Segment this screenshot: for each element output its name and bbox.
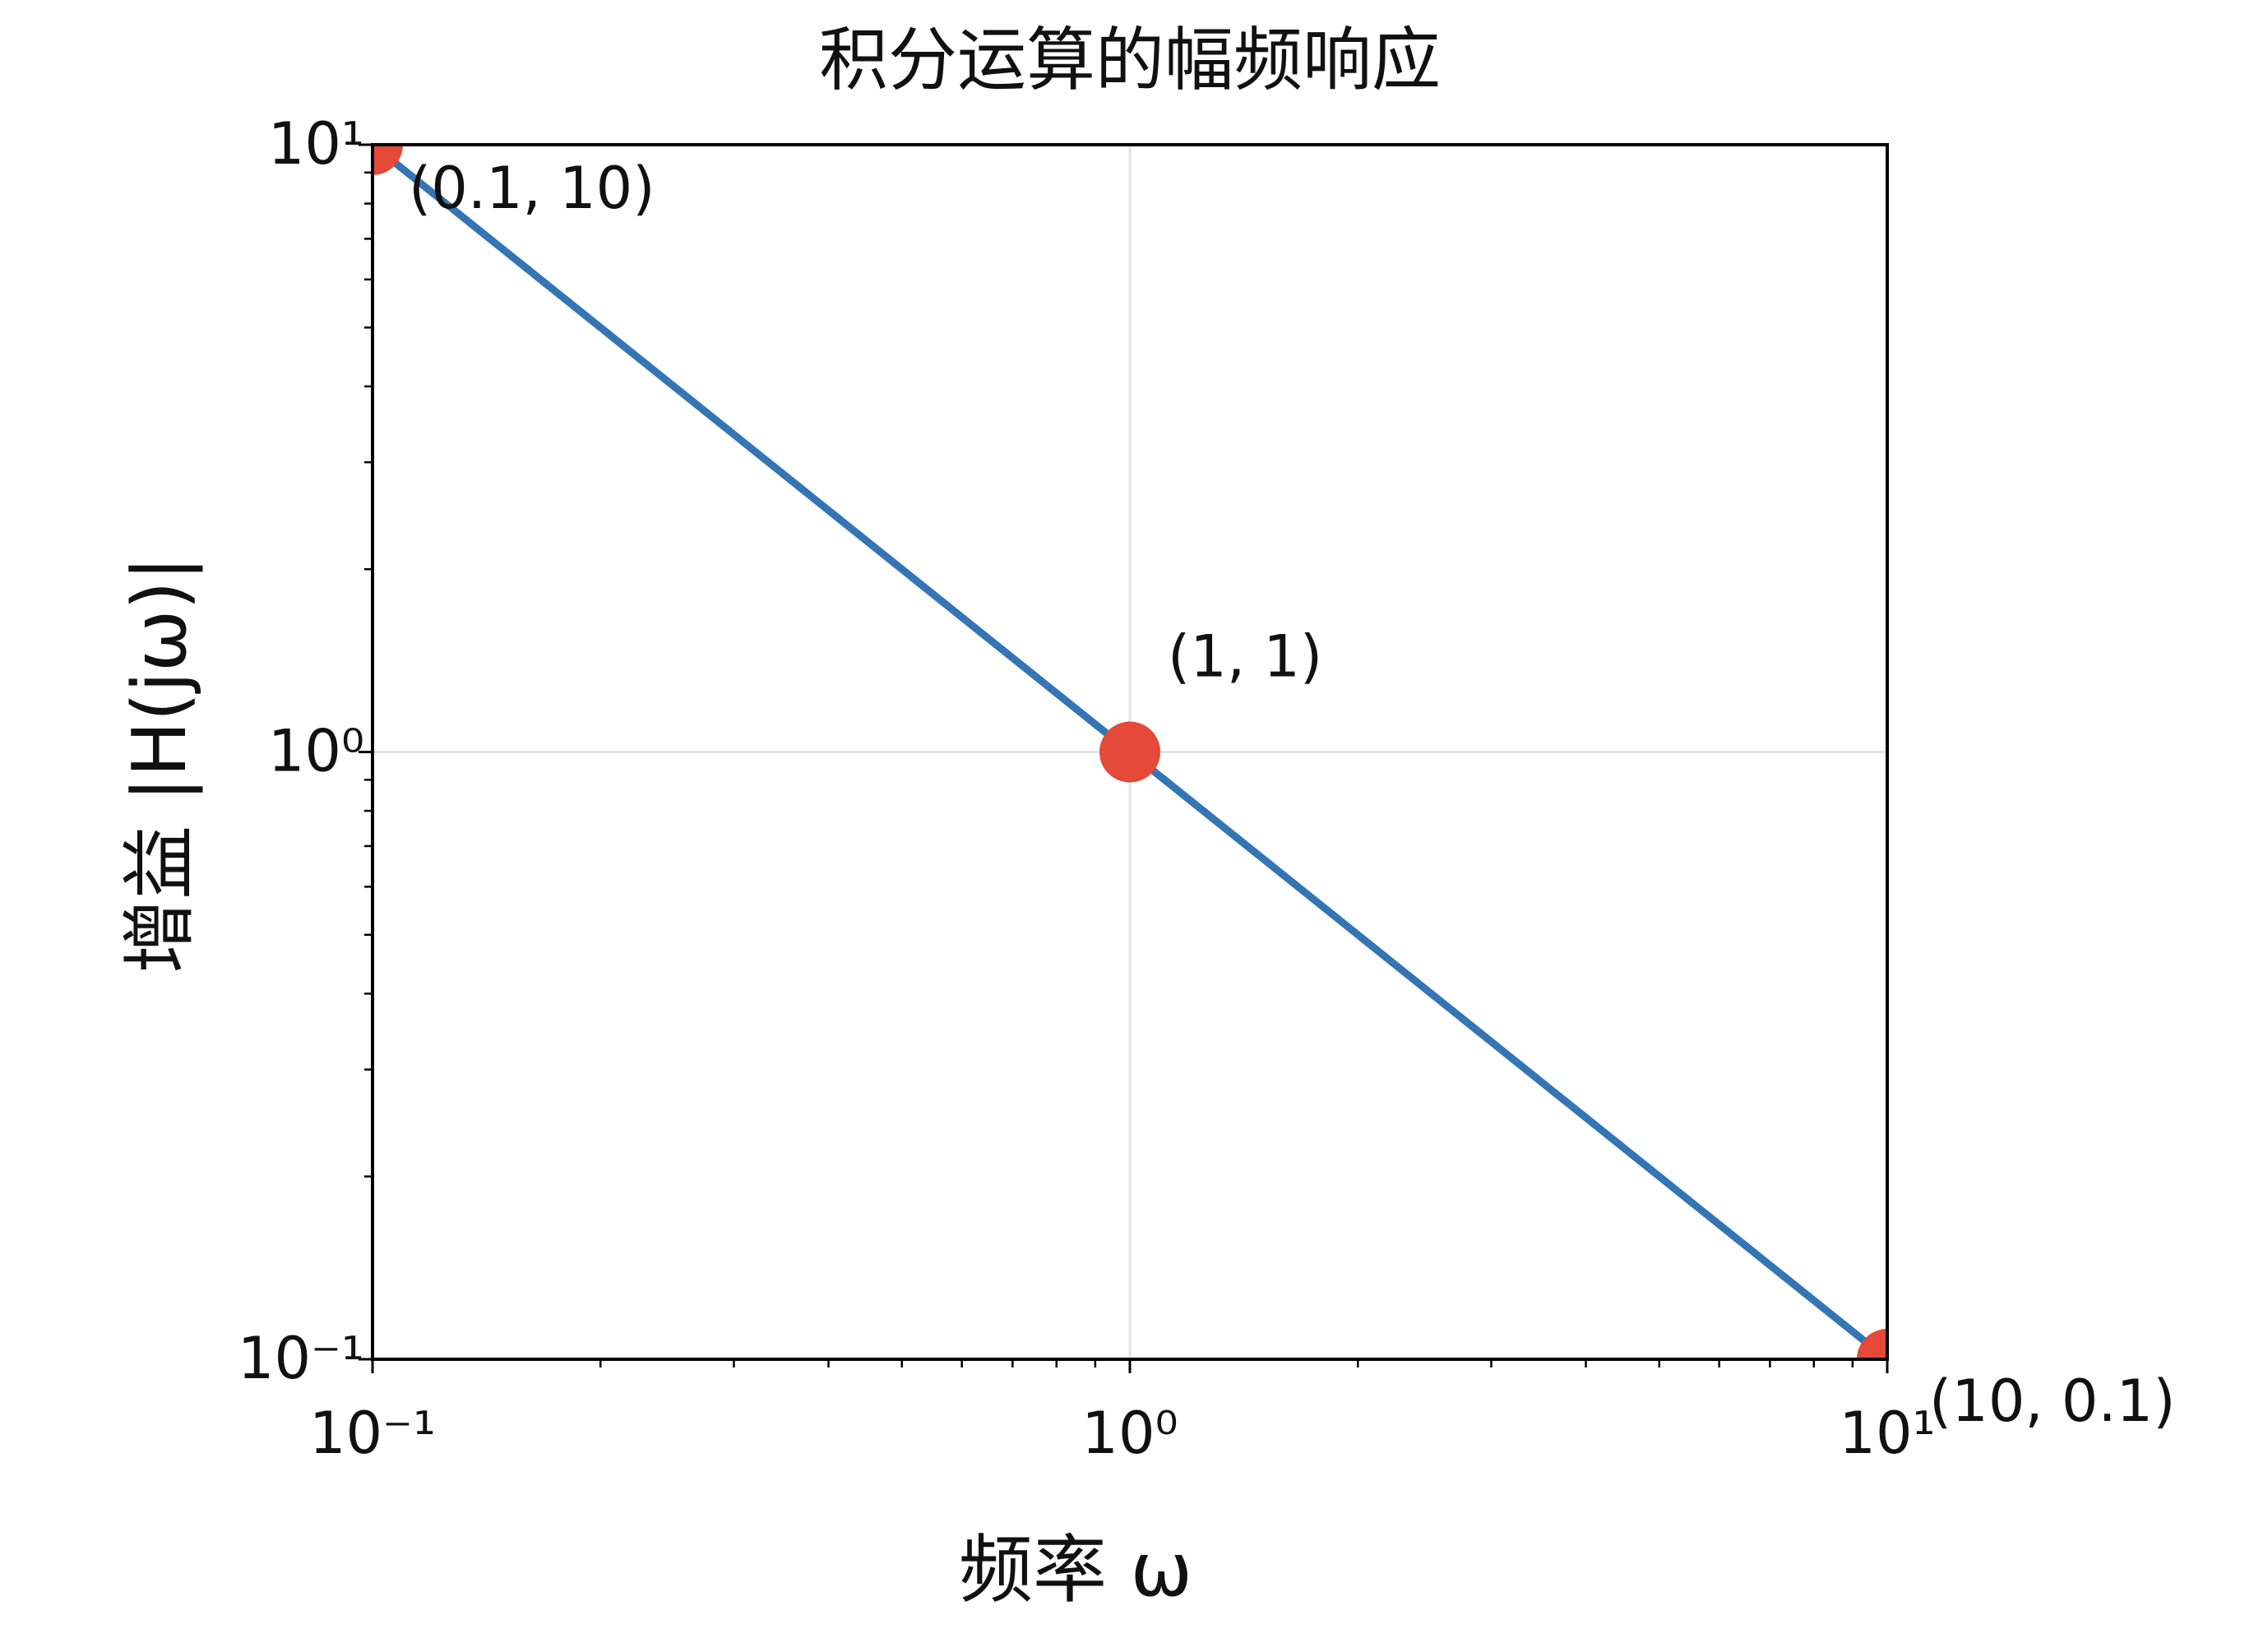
- annotation: (0.1, 10): [409, 155, 655, 222]
- x-tick-label: 10¹: [1839, 1400, 1935, 1467]
- point: [373, 145, 403, 175]
- y-tick-label: 10¹: [268, 110, 364, 178]
- x-axis-label: 频率 ω: [959, 1527, 1192, 1613]
- y-tick-label: 10⁻¹: [238, 1325, 364, 1392]
- plot-frame: [371, 143, 1889, 1361]
- annotation: (1, 1): [1168, 623, 1322, 691]
- point: [1099, 721, 1160, 783]
- x-tick-label: 10⁻¹: [309, 1400, 436, 1467]
- chart-title: 积分运算的幅频响应: [819, 20, 1441, 100]
- x-tick-label: 10⁰: [1081, 1400, 1178, 1467]
- y-axis-label: 增益 |H(jω)|: [117, 556, 203, 974]
- point: [1857, 1329, 1887, 1359]
- y-tick-label: 10⁰: [268, 718, 364, 785]
- plot-area: [373, 145, 1887, 1359]
- annotation: (10, 0.1): [1929, 1367, 2176, 1435]
